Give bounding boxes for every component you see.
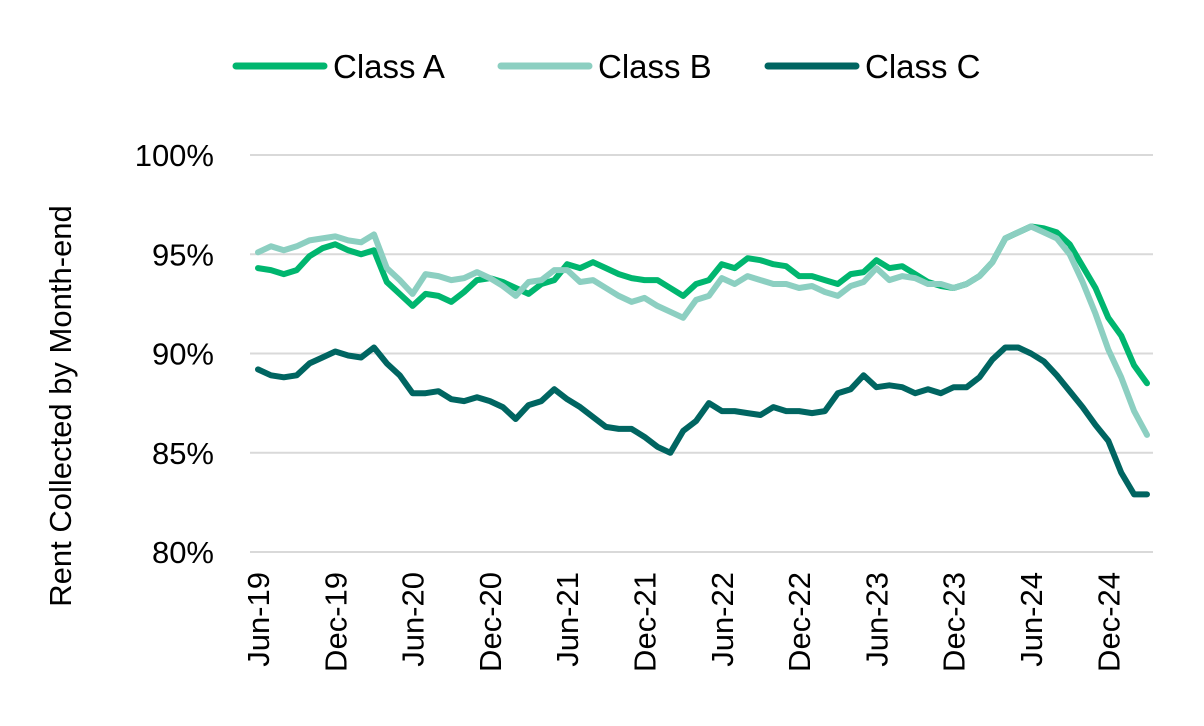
series-lines <box>255 223 1150 498</box>
series-line-class-a <box>255 223 1150 387</box>
legend-item-class-b: Class B <box>497 48 712 85</box>
y-axis: 80% 85% 90% 95% 100% <box>135 138 214 570</box>
y-tick-label: 85% <box>152 436 214 471</box>
x-tick-label: Dec-22 <box>782 572 817 672</box>
x-tick-label: Dec-21 <box>628 572 663 672</box>
y-tick-label: 95% <box>152 237 214 272</box>
legend-label: Class B <box>598 48 712 85</box>
x-tick-label: Jun-24 <box>1014 572 1049 667</box>
x-tick-label: Jun-20 <box>396 572 431 667</box>
x-tick-label: Jun-22 <box>705 572 740 667</box>
y-tick-label: 80% <box>152 535 214 570</box>
x-tick-label: Dec-20 <box>473 572 508 672</box>
legend: Class A Class B Class C <box>232 48 981 85</box>
series-line-class-c <box>255 344 1150 498</box>
x-axis: Jun-19 Dec-19 Jun-20 Dec-20 Jun-21 Dec-21 Jun-… <box>241 572 1126 672</box>
x-tick-label: Dec-23 <box>937 572 972 672</box>
y-axis-title: Rent Collected by Month-end <box>43 205 78 607</box>
x-tick-label: Dec-19 <box>318 572 353 672</box>
legend-label: Class C <box>865 48 981 85</box>
x-tick-label: Jun-21 <box>550 572 585 667</box>
x-tick-label: Jun-23 <box>859 572 894 667</box>
y-tick-label: 100% <box>135 138 214 173</box>
legend-item-class-a: Class A <box>232 48 445 85</box>
x-tick-label: Jun-19 <box>241 572 276 667</box>
gridlines <box>250 154 1153 553</box>
series-line-class-b <box>255 223 1150 438</box>
y-tick-label: 90% <box>152 337 214 372</box>
x-tick-label: Dec-24 <box>1091 572 1126 672</box>
legend-label: Class A <box>333 48 445 85</box>
legend-item-class-c: Class C <box>764 48 981 85</box>
